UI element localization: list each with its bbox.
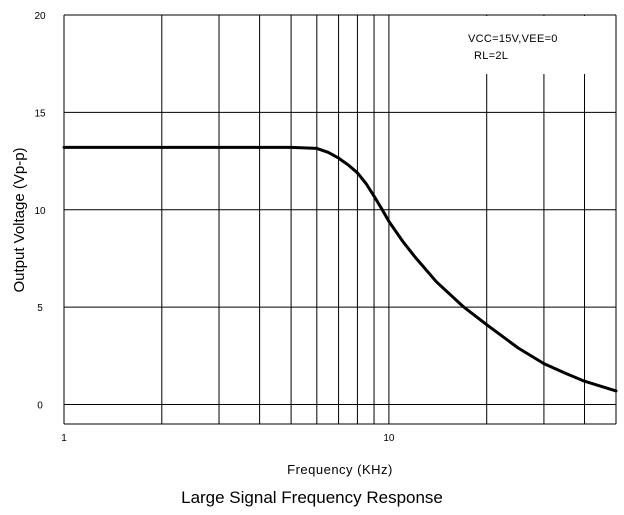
x-axis-label: Frequency (KHz) (287, 462, 393, 477)
annotation-background (462, 16, 615, 74)
chart-annotation: VCC=15V,VEE=0 (468, 33, 558, 45)
chart-caption: Large Signal Frequency Response (181, 488, 443, 507)
y-tick-label: 0 (37, 401, 43, 412)
series-line (62, 145, 618, 393)
y-tick-label: 10 (34, 206, 46, 217)
x-tick-label: 10 (383, 433, 395, 444)
y-tick-label: 5 (37, 303, 43, 314)
y-tick-label: 15 (34, 108, 46, 119)
x-tick-label: 1 (61, 433, 67, 444)
y-axis-label: Output Voltage (Vp-p) (11, 147, 28, 292)
chart-annotation: RL=2L (474, 50, 508, 62)
y-tick-label: 20 (34, 11, 46, 22)
